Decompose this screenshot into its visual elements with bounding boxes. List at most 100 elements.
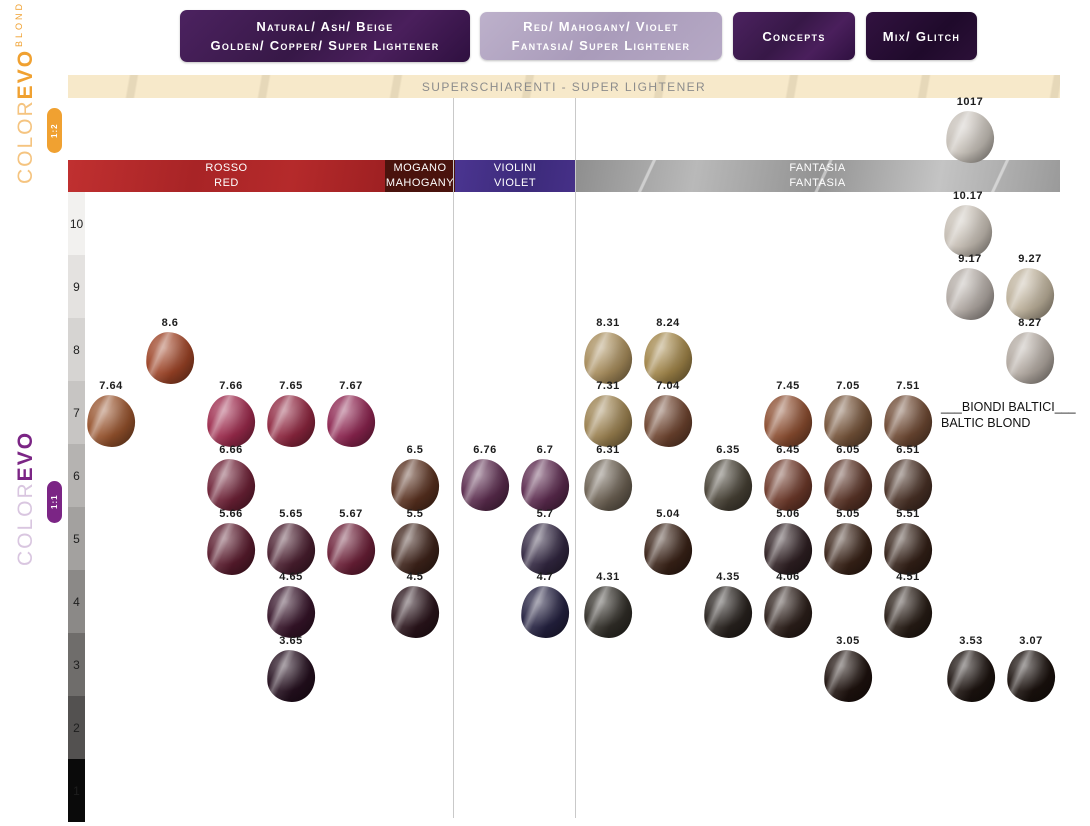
section-name-en: VIOLET [493,177,537,189]
tab-label-line1: Natural/ Ash/ Beige [256,19,394,34]
level-number: 8 [73,342,80,357]
hair-swatch-blob [389,584,441,640]
swatch-code-label: 6.76 [473,444,497,456]
swatch-4-7: 4.7 [515,570,575,640]
level-3: 3 [68,633,85,696]
swatch-1017: 1017 [940,95,1000,165]
hair-swatch-blob [944,266,996,322]
swatch-6-05: 6.05 [818,443,878,513]
column-divider [575,98,576,818]
hair-swatch-blob [642,330,694,386]
swatch-10-17: 10.17 [938,189,998,259]
level-6: 6 [68,444,85,507]
hair-swatch-blob [944,109,996,165]
hair-swatch-blob [942,203,994,259]
colorevo-logo: COLOREVO [14,431,38,566]
swatch-8-24: 8.24 [638,316,698,386]
note-line-it: ___BIONDI BALTICI___ [941,400,1076,414]
swatch-code-label: 5.65 [279,508,303,520]
hair-swatch-blob [642,521,694,577]
swatch-code-label: 3.65 [279,635,303,647]
swatch-7-45: 7.45 [758,379,818,449]
hair-swatch-blob [582,393,634,449]
hair-swatch-blob [882,521,934,577]
swatch-code-label: 5.7 [536,508,554,520]
level-number: 3 [73,657,80,672]
swatch-7-51: 7.51 [878,379,938,449]
swatch-6-31: 6.31 [578,443,638,513]
tab-concepts[interactable]: Concepts [733,12,855,60]
swatch-code-label: 9.27 [1018,253,1042,265]
swatch-code-label: 7.04 [656,380,680,392]
section-name-it: VIOLINI [493,162,537,174]
hair-swatch-blob [702,584,754,640]
colorevo-blond-logo: COLOREVO BLOND [14,1,38,184]
section-name-it: MOGANO [393,162,447,174]
hair-swatch-blob [1004,330,1056,386]
swatch-5-5: 5.5 [385,507,445,577]
swatch-4-06: 4.06 [758,570,818,640]
tab-red-mahogany-violet-fantasia[interactable]: Red/ Mahogany/ Violet Fantasia/ Super Li… [480,12,722,60]
tab-mix-glitch[interactable]: Mix/ Glitch [866,12,977,60]
swatch-6-51: 6.51 [878,443,938,513]
level-5: 5 [68,507,85,570]
swatch-code-label: 6.45 [776,444,800,456]
brand-color-word: COLOR [14,481,37,566]
swatch-code-label: 5.04 [656,508,680,520]
hair-swatch-blob [519,521,571,577]
hair-swatch-blob [582,330,634,386]
level-number: 2 [73,720,80,735]
swatch-code-label: 1017 [956,96,984,108]
section-header-violet: VIOLINI VIOLET [455,160,575,192]
swatch-code-label: 4.06 [776,571,800,583]
swatch-code-label: 5.67 [339,508,363,520]
brand-color-word: COLOR [14,99,37,184]
level-number: 1 [73,783,80,798]
hair-swatch-blob [265,584,317,640]
ratio-label: 1:1 [50,494,59,510]
swatch-5-05: 5.05 [818,507,878,577]
tab-label-line1: Concepts [762,28,826,44]
swatch-code-label: 4.7 [536,571,554,583]
hair-swatch-blob [582,584,634,640]
swatch-6-35: 6.35 [698,443,758,513]
swatch-code-label: 7.45 [776,380,800,392]
section-header-fantasia: FANTASIA FANTASIA [575,160,1060,192]
mix-ratio-badge-1-1: 1:1 [47,481,62,523]
swatch-6-66: 6.66 [201,443,261,513]
swatch-5-66: 5.66 [201,507,261,577]
hair-swatch-blob [822,393,874,449]
swatch-code-label: 3.53 [959,635,983,647]
swatch-code-label: 7.05 [836,380,860,392]
hair-swatch-blob [519,584,571,640]
swatch-5-51: 5.51 [878,507,938,577]
section-name-en: RED [214,177,239,189]
section-header-red: ROSSO RED [68,160,385,192]
swatch-code-label: 5.05 [836,508,860,520]
swatch-7-05: 7.05 [818,379,878,449]
brand-evo-word: EVO [14,430,37,482]
swatch-code-label: 6.51 [896,444,920,456]
section-name-en: FANTASIA [789,177,846,189]
swatch-5-06: 5.06 [758,507,818,577]
swatch-5-67: 5.67 [321,507,381,577]
swatch-9-27: 9.27 [1000,252,1060,322]
level-8: 8 [68,318,85,381]
swatch-code-label: 7.51 [896,380,920,392]
tab-natural-ash-beige-golden-copper[interactable]: Natural/ Ash/ Beige Golden/ Copper/ Supe… [180,10,470,62]
section-name-it: FANTASIA [789,162,846,174]
level-9: 9 [68,255,85,318]
swatch-6-76: 6.76 [455,443,515,513]
hair-swatch-blob [205,393,257,449]
super-lightener-banner: SUPERSCHIARENTI - SUPER LIGHTENER [68,75,1060,98]
swatch-code-label: 8.24 [656,317,680,329]
hair-swatch-blob [822,648,874,704]
swatch-6-5: 6.5 [385,443,445,513]
swatch-3-07: 3.07 [1001,634,1061,704]
tab-label-line2: Golden/ Copper/ Super Lightener [210,38,440,53]
swatch-7-67: 7.67 [321,379,381,449]
hair-swatch-blob [459,457,511,513]
swatch-4-51: 4.51 [878,570,938,640]
hair-swatch-blob [265,521,317,577]
level-scale-strip: 10 9 8 7 6 5 4 3 2 1 [68,192,85,822]
